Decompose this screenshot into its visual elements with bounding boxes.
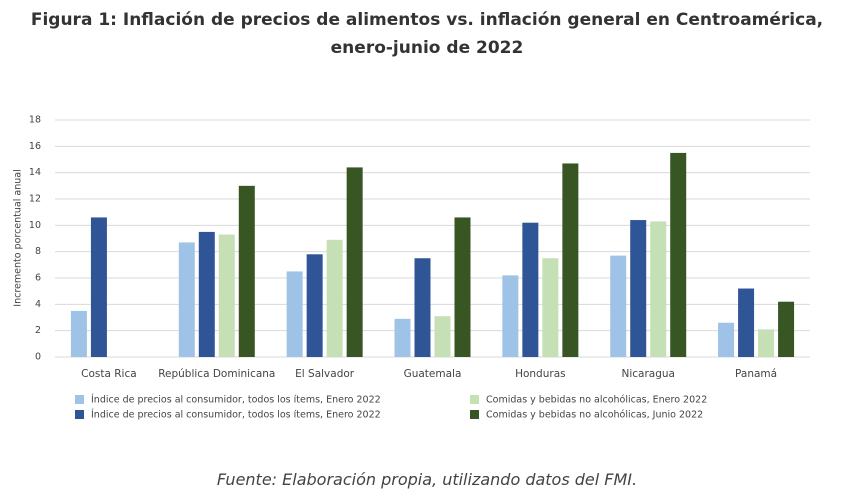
bar (306, 254, 323, 357)
x-tick-label: Guatemala (404, 368, 462, 380)
y-tick-label: 14 (29, 167, 41, 178)
x-tick-label: Panamá (735, 368, 777, 380)
x-tick-label: Honduras (515, 368, 566, 380)
bar (394, 318, 411, 357)
y-tick-label: 16 (29, 141, 41, 152)
bar (630, 220, 647, 357)
bar (434, 316, 451, 357)
legend-swatch (470, 395, 479, 404)
legend-label: Índice de precios al consumidor, todos l… (91, 394, 381, 406)
legend-label: Comidas y bebidas no alcohólicas, Enero … (486, 395, 707, 406)
bar (90, 217, 107, 357)
legend-swatch (470, 410, 479, 419)
bar (670, 152, 687, 357)
x-tick-label: República Dominicana (158, 368, 275, 380)
y-axis-label: Incremento porcentual anual (13, 169, 24, 306)
bar (522, 222, 539, 357)
x-tick-label: El Salvador (295, 368, 355, 380)
y-tick-label: 2 (35, 325, 41, 336)
chart-title: Figura 1: Inflación de precios de alimen… (30, 10, 824, 58)
source-note: Fuente: Elaboración propia, utilizando d… (216, 470, 638, 489)
y-tick-label: 12 (29, 194, 41, 205)
y-tick-label: 4 (35, 299, 41, 310)
bar (70, 310, 87, 357)
legend-label: Índice de precios al consumidor, todos l… (91, 409, 381, 421)
legend-label: Comidas y bebidas no alcohólicas, Junio … (486, 410, 703, 421)
bar (414, 258, 431, 357)
bar (346, 167, 363, 357)
x-tick-label: Nicaragua (621, 368, 674, 380)
bar (562, 163, 579, 357)
bar (738, 288, 755, 357)
bar (542, 258, 559, 357)
bar (718, 322, 735, 357)
bar (198, 231, 215, 357)
bar (286, 271, 303, 357)
bar (326, 239, 343, 357)
bar (502, 275, 519, 357)
legend-swatch (75, 395, 84, 404)
bar (218, 234, 235, 357)
bar (238, 185, 255, 357)
bar (778, 301, 795, 357)
x-tick-label: Costa Rica (81, 368, 137, 380)
y-tick-label: 8 (35, 246, 41, 257)
y-tick-label: 18 (29, 115, 41, 126)
y-tick-label: 6 (35, 273, 41, 284)
bar (650, 221, 667, 357)
legend-swatch (75, 410, 84, 419)
y-tick-label: 0 (35, 352, 41, 363)
bar (758, 329, 775, 357)
bar (454, 217, 471, 357)
bar (178, 242, 195, 357)
y-tick-label: 10 (29, 220, 41, 231)
bar (610, 255, 627, 357)
